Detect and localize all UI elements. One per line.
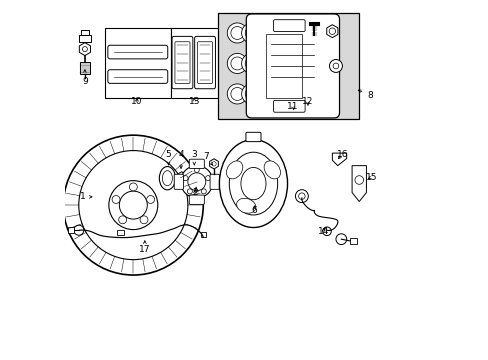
Circle shape: [241, 84, 261, 104]
Ellipse shape: [162, 171, 172, 186]
Text: 11: 11: [286, 102, 298, 111]
Circle shape: [227, 84, 247, 104]
Circle shape: [146, 195, 154, 203]
Text: 2: 2: [192, 188, 198, 197]
Text: 6: 6: [251, 206, 257, 215]
Text: 5: 5: [165, 150, 171, 165]
Text: 9: 9: [82, 70, 88, 86]
FancyBboxPatch shape: [197, 42, 212, 84]
Circle shape: [183, 176, 188, 181]
FancyBboxPatch shape: [194, 36, 215, 89]
Circle shape: [230, 57, 244, 70]
FancyBboxPatch shape: [210, 174, 219, 189]
Circle shape: [178, 176, 185, 184]
Text: 16: 16: [336, 150, 347, 159]
Circle shape: [140, 216, 148, 224]
Text: 17: 17: [139, 241, 150, 255]
Text: 13: 13: [188, 96, 200, 105]
Circle shape: [187, 173, 205, 191]
Circle shape: [194, 167, 199, 172]
Circle shape: [298, 193, 305, 199]
FancyBboxPatch shape: [174, 174, 183, 189]
Bar: [171, 28, 221, 98]
FancyBboxPatch shape: [245, 132, 261, 141]
FancyBboxPatch shape: [189, 159, 204, 168]
Ellipse shape: [229, 152, 277, 215]
Text: 7: 7: [203, 152, 212, 165]
Bar: [265, 34, 301, 98]
Circle shape: [244, 87, 258, 100]
Circle shape: [211, 162, 216, 166]
FancyBboxPatch shape: [246, 14, 339, 118]
Circle shape: [119, 216, 126, 224]
Ellipse shape: [241, 167, 265, 200]
Circle shape: [119, 191, 147, 219]
Circle shape: [74, 225, 83, 235]
Circle shape: [63, 135, 203, 275]
Circle shape: [354, 176, 363, 184]
Text: 8: 8: [358, 90, 372, 100]
Ellipse shape: [159, 167, 175, 190]
Ellipse shape: [226, 161, 243, 179]
FancyBboxPatch shape: [108, 45, 167, 59]
Polygon shape: [332, 153, 346, 166]
Bar: [68, 227, 74, 233]
Bar: [201, 231, 205, 237]
Circle shape: [79, 150, 187, 260]
Bar: [117, 230, 123, 234]
FancyBboxPatch shape: [273, 100, 305, 112]
Ellipse shape: [219, 140, 287, 228]
Circle shape: [205, 176, 210, 181]
Polygon shape: [209, 159, 218, 169]
Circle shape: [244, 27, 258, 40]
Text: 10: 10: [131, 96, 142, 105]
FancyBboxPatch shape: [108, 70, 167, 84]
FancyBboxPatch shape: [172, 36, 192, 89]
FancyBboxPatch shape: [273, 20, 305, 32]
Text: 12: 12: [302, 97, 313, 106]
FancyBboxPatch shape: [189, 195, 204, 204]
Bar: [79, 36, 90, 42]
Polygon shape: [174, 172, 188, 188]
Circle shape: [322, 227, 330, 235]
Circle shape: [180, 166, 212, 198]
Circle shape: [227, 23, 247, 43]
Bar: [217, 13, 359, 119]
Circle shape: [295, 190, 308, 203]
Circle shape: [230, 87, 244, 100]
Ellipse shape: [236, 198, 255, 213]
Circle shape: [230, 27, 244, 40]
FancyBboxPatch shape: [175, 42, 190, 84]
Circle shape: [328, 28, 335, 35]
Circle shape: [244, 57, 258, 70]
Text: 4: 4: [178, 150, 183, 168]
Text: 14: 14: [317, 228, 328, 237]
Circle shape: [129, 183, 137, 191]
Circle shape: [187, 189, 192, 194]
Ellipse shape: [264, 161, 280, 179]
Bar: [104, 28, 171, 98]
Bar: [81, 31, 88, 36]
Polygon shape: [79, 42, 90, 55]
Bar: [349, 238, 356, 244]
Circle shape: [227, 53, 247, 73]
Polygon shape: [326, 25, 337, 38]
Circle shape: [109, 181, 158, 230]
Text: 3: 3: [191, 150, 197, 165]
Text: 15: 15: [366, 173, 377, 182]
Bar: [80, 62, 89, 74]
Circle shape: [241, 23, 261, 43]
Text: 1: 1: [80, 192, 92, 201]
Circle shape: [329, 59, 342, 72]
Circle shape: [241, 53, 261, 73]
Circle shape: [112, 195, 120, 203]
Circle shape: [201, 189, 206, 194]
Circle shape: [335, 234, 346, 244]
Circle shape: [332, 63, 338, 69]
Polygon shape: [351, 166, 366, 202]
Circle shape: [82, 46, 87, 51]
